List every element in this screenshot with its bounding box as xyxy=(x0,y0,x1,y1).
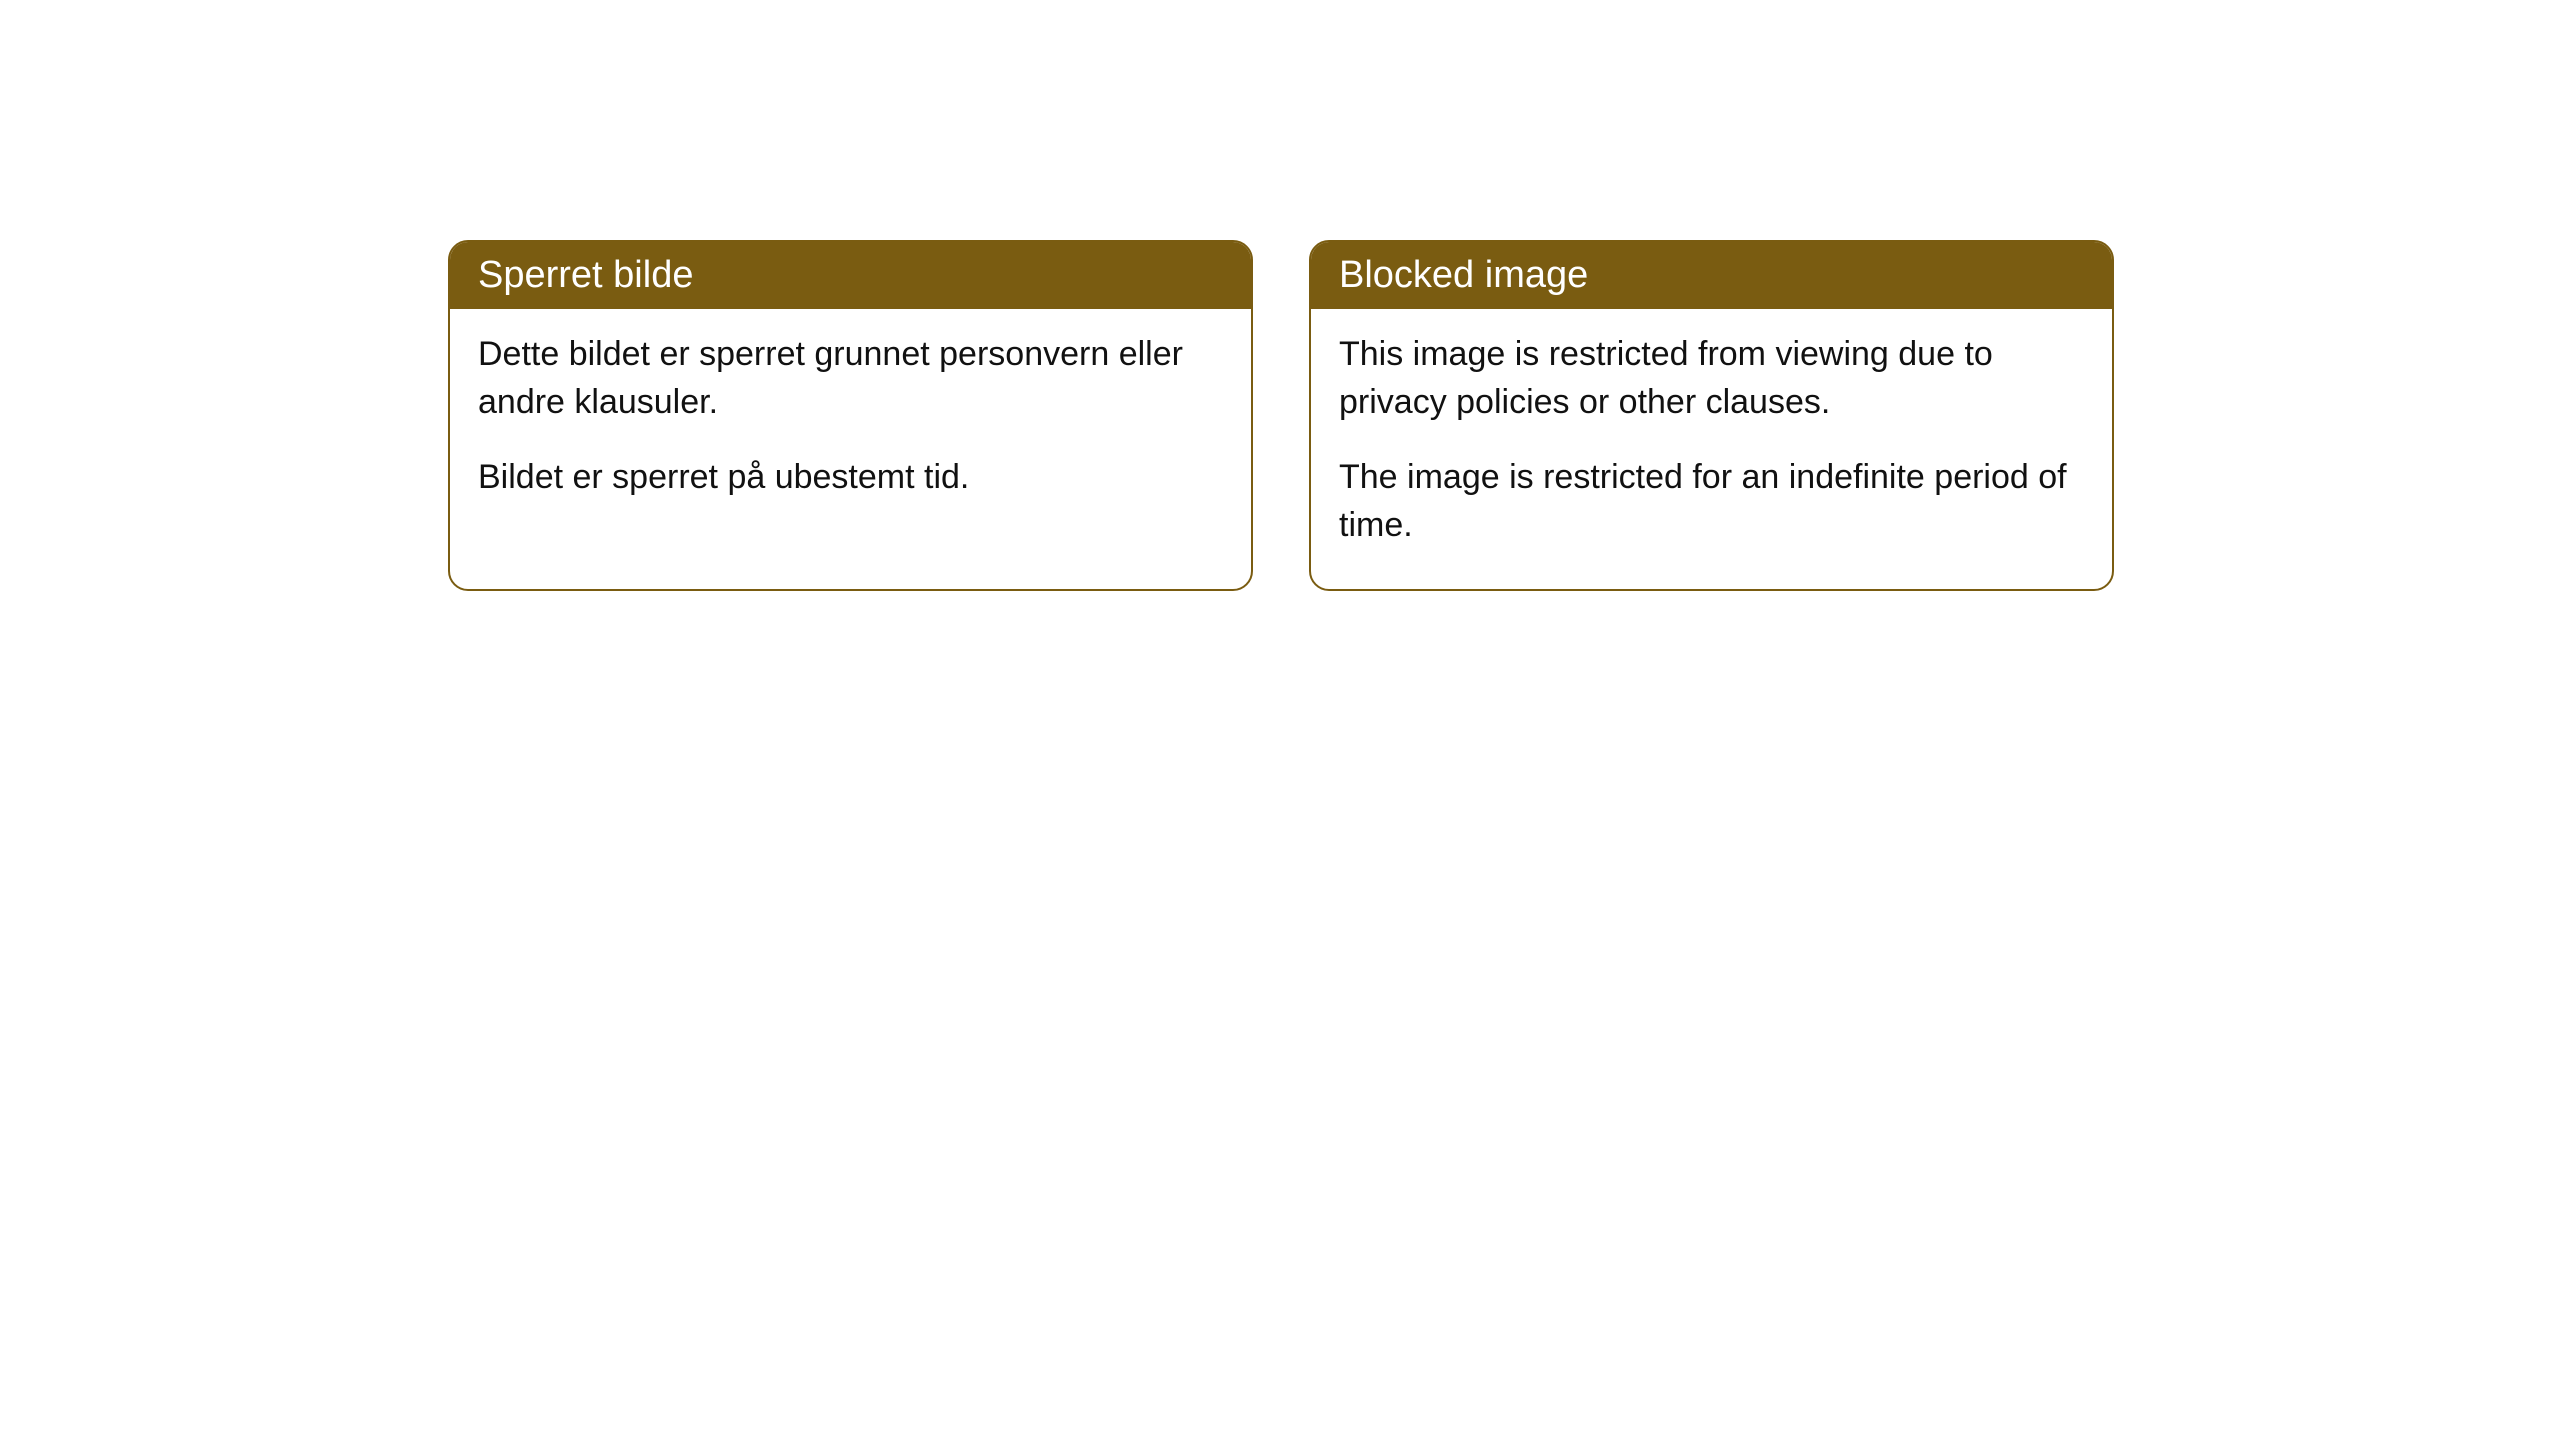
card-paragraph: This image is restricted from viewing du… xyxy=(1339,331,2084,426)
blocked-image-card-norwegian: Sperret bilde Dette bildet er sperret gr… xyxy=(448,240,1253,591)
card-body: Dette bildet er sperret grunnet personve… xyxy=(450,309,1251,542)
card-paragraph: The image is restricted for an indefinit… xyxy=(1339,454,2084,549)
card-paragraph: Dette bildet er sperret grunnet personve… xyxy=(478,331,1223,426)
card-header: Sperret bilde xyxy=(450,242,1251,309)
blocked-image-card-english: Blocked image This image is restricted f… xyxy=(1309,240,2114,591)
card-body: This image is restricted from viewing du… xyxy=(1311,309,2112,589)
notice-cards-container: Sperret bilde Dette bildet er sperret gr… xyxy=(448,240,2114,591)
card-title: Blocked image xyxy=(1339,254,1588,296)
card-paragraph: Bildet er sperret på ubestemt tid. xyxy=(478,454,1223,502)
card-title: Sperret bilde xyxy=(478,254,693,296)
card-header: Blocked image xyxy=(1311,242,2112,309)
